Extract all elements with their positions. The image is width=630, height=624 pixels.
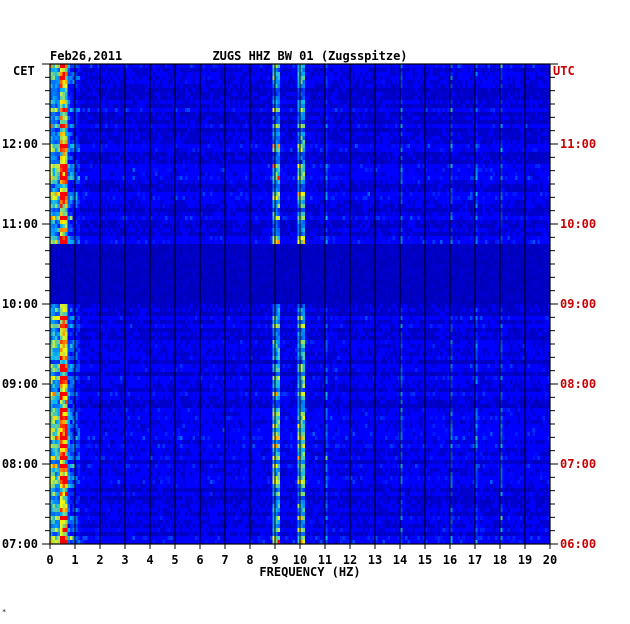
x-tick-label: 15: [418, 553, 432, 567]
chart-title: ZUGS HHZ BW 01 (Zugsspitze): [212, 49, 407, 63]
chart-date: Feb26,2011: [50, 49, 122, 63]
utc-tick-label: 10:00: [560, 217, 596, 231]
x-tick-label: 12: [343, 553, 357, 567]
x-tick-label: 5: [171, 553, 178, 567]
utc-tick-label: 08:00: [560, 377, 596, 391]
x-tick-label: 8: [246, 553, 253, 567]
cet-tick-label: 12:00: [2, 137, 38, 151]
x-tick-label: 18: [493, 553, 507, 567]
utc-tick-label: 11:00: [560, 137, 596, 151]
x-tick-label: 1: [71, 553, 78, 567]
x-tick-label: 9: [271, 553, 278, 567]
cet-tick-label: 10:00: [2, 297, 38, 311]
x-tick-label: 7: [221, 553, 228, 567]
cet-tick-label: 08:00: [2, 457, 38, 471]
frequency-gridlines: [74, 64, 526, 544]
x-tick-label: 20: [543, 553, 557, 567]
x-tick-label: 2: [96, 553, 103, 567]
axis-tick-labels: 0 1 2 3 4 5 6 7 8 9 10 11 12 13 14 15 16 17 18 19 2012:0011:…: [2, 137, 596, 567]
x-tick-label: 3: [121, 553, 128, 567]
x-tick-label: 14: [393, 553, 407, 567]
x-tick-label: 16: [443, 553, 457, 567]
x-axis-label: FREQUENCY (HZ): [259, 565, 360, 579]
x-tick-label: 17: [468, 553, 482, 567]
time-ticks: [42, 63, 558, 545]
cet-tick-label: 11:00: [2, 217, 38, 231]
corner-mark: *: [2, 608, 6, 616]
x-tick-label: 19: [518, 553, 532, 567]
utc-tick-label: 07:00: [560, 457, 596, 471]
x-tick-label: 13: [368, 553, 382, 567]
x-tick-label: 4: [146, 553, 153, 567]
cet-tick-label: 07:00: [2, 537, 38, 551]
cet-tick-label: 09:00: [2, 377, 38, 391]
x-tick-label: 10: [293, 553, 307, 567]
x-tick-label: 6: [196, 553, 203, 567]
utc-tick-label: 09:00: [560, 297, 596, 311]
x-tick-label: 0: [46, 553, 53, 567]
right-axis-label: UTC: [553, 64, 575, 78]
x-tick-label: 11: [318, 553, 332, 567]
left-axis-label: CET: [13, 64, 35, 78]
utc-tick-label: 06:00: [560, 537, 596, 551]
